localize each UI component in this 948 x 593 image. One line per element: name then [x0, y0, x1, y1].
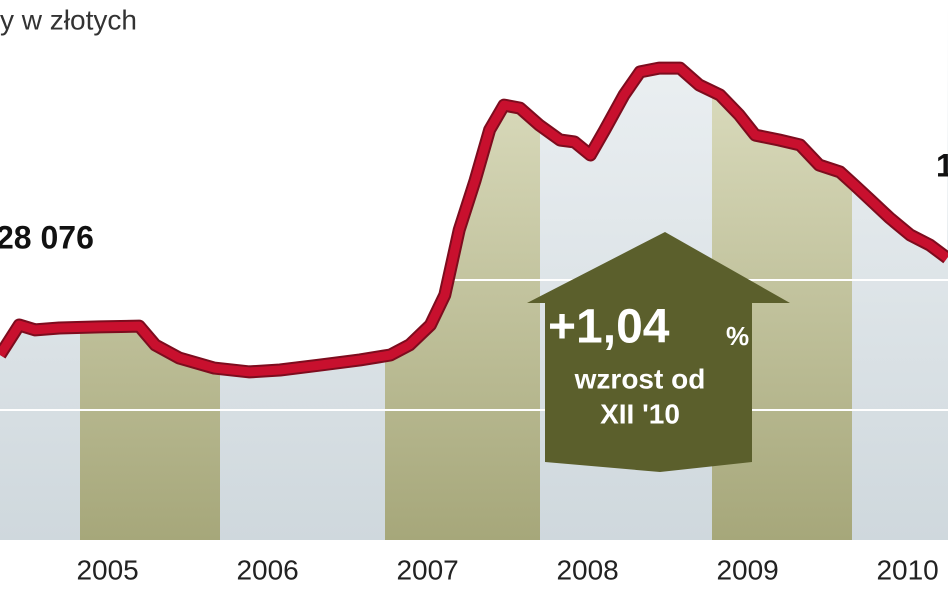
end-label: 1 — [936, 147, 948, 183]
x-tick-label: 2005 — [76, 554, 138, 585]
x-tick-label: 2006 — [236, 554, 298, 585]
annotation-unit: % — [726, 321, 749, 351]
annotation-text: XII '10 — [600, 398, 680, 429]
start-label: 28 076 — [0, 219, 94, 255]
annotation-text: wzrost od — [574, 363, 706, 394]
x-tick-label: 2009 — [716, 554, 778, 585]
area-mask — [0, 0, 948, 372]
x-tick-label: 2008 — [556, 554, 618, 585]
subtitle: y w złotych — [0, 4, 137, 35]
arrow — [527, 232, 790, 472]
plot — [0, 0, 948, 379]
x-tick-label: 2007 — [396, 554, 458, 585]
annotation-value: +1,04 — [548, 301, 670, 354]
x-tick-label: 2010 — [876, 554, 938, 585]
line — [0, 63, 948, 377]
